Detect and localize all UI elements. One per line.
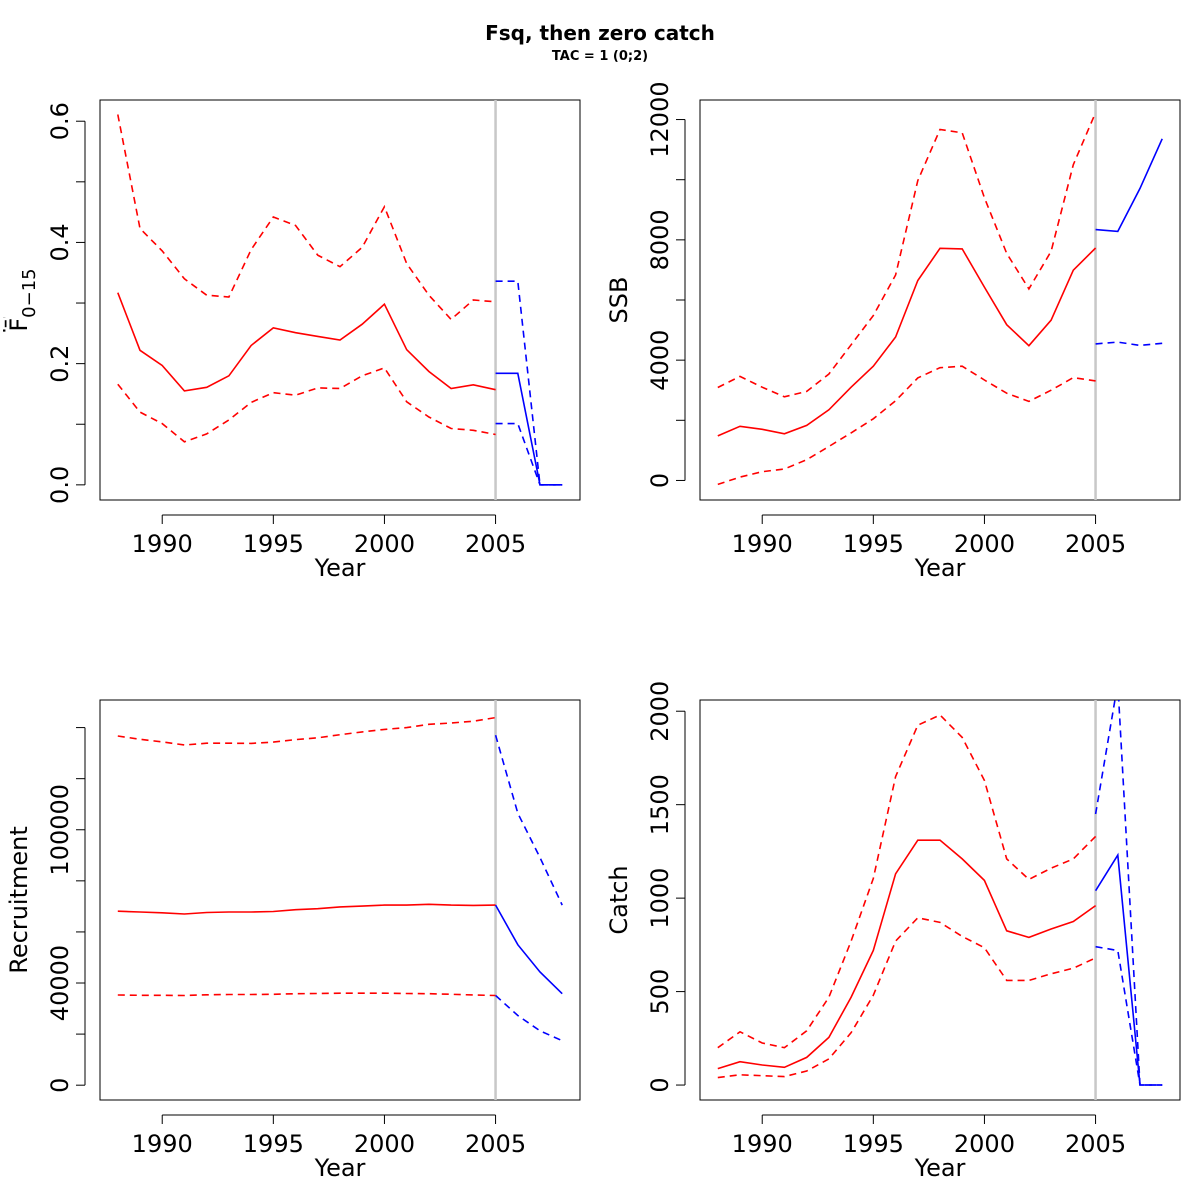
recruitment-x-tick-label: 1995 xyxy=(243,1130,304,1158)
catch-x-axis-label: Year xyxy=(914,1154,966,1182)
ssb-x-tick-label: 2000 xyxy=(954,530,1015,558)
recruitment-projection-bound-line xyxy=(494,734,563,906)
catch-x-tick-label: 1995 xyxy=(843,1130,904,1158)
panel-catch: 1990 1995 2000 2005 Year 0 500 1000 1500 2000 Catc… xyxy=(605,681,1181,1182)
recruitment-x-tick-label: 2005 xyxy=(465,1130,526,1158)
panel-f-bar: 1990 1995 2000 2005 Year 0.0 0.2 0.4 0.6 F̄0−15 xyxy=(4,99,581,582)
catch-historical-bound-line xyxy=(717,916,1096,1079)
f-bar-projection-estimate-line xyxy=(495,372,563,486)
ssb-y-tick-label: 0 xyxy=(646,473,674,488)
f-bar-x-axis-label: Year xyxy=(314,554,366,582)
recruitment-y-tick-label: 0 xyxy=(46,1078,74,1093)
catch-historical-bound-line xyxy=(717,714,1097,1049)
panel-ssb: 1990 1995 2000 2005 Year 0 4000 8000 12000 SSB xyxy=(605,81,1181,582)
recruitment-x-tick-label: 1990 xyxy=(132,1130,193,1158)
catch-projection-bound-line xyxy=(1095,945,1163,1086)
f-bar-plot-frame xyxy=(99,99,581,501)
catch-historical-estimate-line xyxy=(717,839,1097,1070)
f-bar-projection-bound-line xyxy=(495,280,563,486)
catch-y-tick-label: 0 xyxy=(646,1077,674,1092)
recruitment-plot-frame xyxy=(99,699,581,1101)
ssb-x-tick-label: 1990 xyxy=(732,530,793,558)
catch-x-tick-label: 2005 xyxy=(1065,1130,1126,1158)
f-bar-y-tick-label: 0.6 xyxy=(46,102,74,140)
f-bar-projection-bound-line xyxy=(495,422,563,486)
f-bar-historical-estimate-line xyxy=(117,292,496,392)
panel-recruitment: 1990 1995 2000 2005 Year 0 40000 100000 Recruitm… xyxy=(5,699,581,1182)
recruitment-x-tick-label: 2000 xyxy=(354,1130,415,1158)
ssb-projection-estimate-line xyxy=(1095,138,1163,233)
f-bar-x-tick-label: 2005 xyxy=(465,530,526,558)
recruitment-historical-bound-line xyxy=(117,992,496,997)
ssb-historical-estimate-line xyxy=(717,247,1097,437)
catch-x-tick-label: 2000 xyxy=(954,1130,1015,1158)
catch-y-tick-label: 500 xyxy=(646,969,674,1015)
f-bar-x-tick-label: 1990 xyxy=(132,530,193,558)
figure-subtitle: TAC = 1 (0;2) xyxy=(552,49,648,64)
recruitment-projection-bound-line xyxy=(495,994,563,1042)
recruitment-projection-estimate-line xyxy=(494,904,563,995)
catch-y-tick-label: 2000 xyxy=(646,681,674,742)
f-bar-historical-bound-line xyxy=(117,114,496,321)
recruitment-y-tick-label: 100000 xyxy=(46,784,74,876)
catch-y-tick-label: 1500 xyxy=(646,774,674,835)
ssb-historical-bound-line xyxy=(717,112,1097,398)
ssb-projection-bound-line xyxy=(1095,341,1163,347)
catch-x-tick-label: 1990 xyxy=(732,1130,793,1158)
catch-plot-frame xyxy=(699,699,1181,1101)
ssb-x-tick-label: 1995 xyxy=(843,530,904,558)
catch-projection-bound-line xyxy=(1094,700,1163,1086)
figure-title: Fsq, then zero catch xyxy=(485,21,715,45)
ssb-y-axis-label: SSB xyxy=(605,277,633,324)
f-bar-historical-bound-line xyxy=(117,366,496,443)
ssb-plot-frame xyxy=(699,99,1181,501)
recruitment-x-axis-label: Year xyxy=(314,1154,366,1182)
recruitment-y-axis-label: Recruitment xyxy=(5,826,33,973)
catch-y-axis-label: Catch xyxy=(605,865,633,934)
f-bar-y-axis-label: F̄0−15 xyxy=(4,268,40,331)
recruitment-historical-bound-line xyxy=(117,716,496,746)
f-bar-y-tick-label: 0.4 xyxy=(46,223,74,261)
f-bar-y-tick-label: 0.0 xyxy=(46,466,74,504)
ssb-y-tick-label: 4000 xyxy=(646,330,674,391)
ssb-y-tick-label: 8000 xyxy=(646,209,674,270)
f-bar-y-tick-label: 0.2 xyxy=(46,345,74,383)
recruitment-y-tick-label: 40000 xyxy=(46,945,74,1021)
f-bar-x-tick-label: 2000 xyxy=(354,530,415,558)
ssb-y-tick-label: 12000 xyxy=(646,81,674,157)
catch-y-tick-label: 1000 xyxy=(646,868,674,929)
ssb-historical-bound-line xyxy=(717,365,1096,486)
f-bar-x-tick-label: 1995 xyxy=(243,530,304,558)
ssb-x-axis-label: Year xyxy=(914,554,966,582)
ssb-x-tick-label: 2005 xyxy=(1065,530,1126,558)
recruitment-historical-estimate-line xyxy=(117,903,496,915)
